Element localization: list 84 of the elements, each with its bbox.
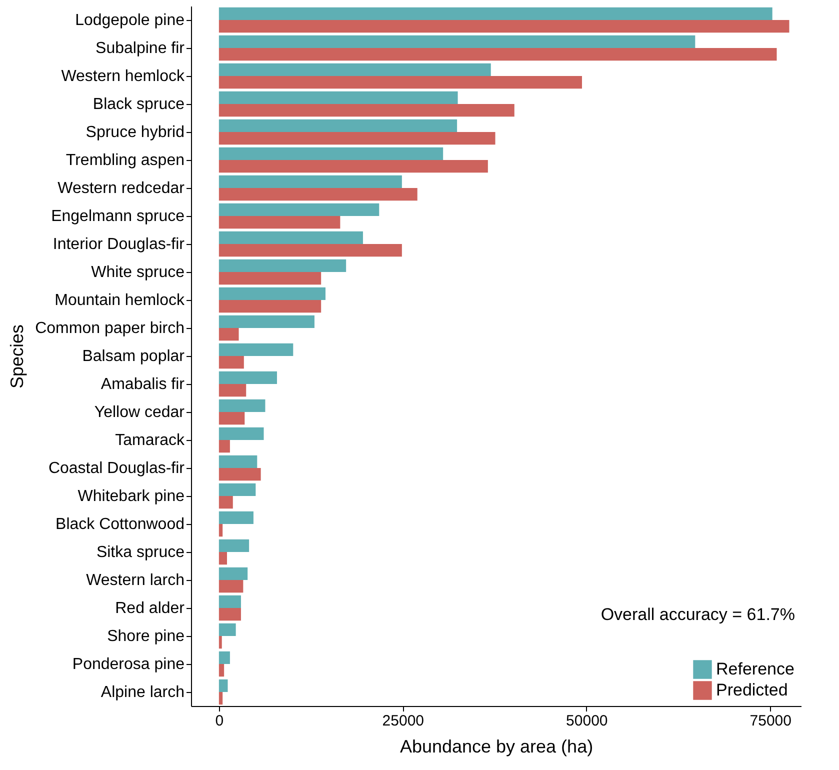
y-tick-label: Red alder — [115, 600, 186, 617]
annotation: Overall accuracy = 61.7% — [600, 605, 795, 624]
y-tick-label: Western hemlock — [61, 68, 186, 85]
bar — [218, 20, 790, 33]
y-tick-label: Black Cottonwood — [56, 516, 184, 533]
bar — [218, 567, 248, 580]
bar — [218, 147, 444, 160]
bar — [218, 119, 458, 132]
y-tick-label: Engelmann spruce — [51, 208, 185, 225]
y-tick-label: Interior Douglas-fir — [52, 236, 186, 253]
bar — [218, 244, 402, 257]
y-tick-label: Mountain hemlock — [54, 292, 186, 309]
bar — [218, 483, 256, 496]
bar — [218, 300, 322, 313]
y-tick-label: Black spruce — [92, 96, 185, 113]
bar — [218, 496, 233, 509]
y-tick-label: Common paper birch — [35, 320, 184, 337]
bar — [218, 455, 258, 468]
bar — [218, 91, 458, 104]
bar — [218, 651, 230, 664]
bar — [218, 664, 224, 677]
y-tick-label: Western larch — [86, 572, 184, 589]
bar — [218, 524, 223, 537]
bar — [218, 608, 241, 621]
y-tick-label: Alpine larch — [100, 684, 184, 701]
bar — [218, 468, 261, 481]
y-tick-label: Ponderosa pine — [72, 656, 185, 673]
bar — [218, 35, 696, 48]
x-tick-label: 0 — [215, 712, 224, 730]
bar — [218, 539, 250, 552]
x-tick-label: 50000 — [566, 712, 608, 730]
y-tick-label: Amabalis fir — [100, 376, 186, 393]
bar — [218, 104, 514, 117]
bar — [218, 287, 326, 300]
bar — [218, 427, 264, 440]
bar — [218, 412, 245, 425]
bar — [218, 328, 239, 341]
bar — [218, 175, 402, 188]
bar — [218, 76, 582, 89]
y-tick-label: Sitka spruce — [96, 544, 185, 561]
y-tick-label: Tamarack — [115, 432, 186, 449]
y-tick-label: Western redcedar — [58, 180, 186, 197]
y-axis-title: Species — [7, 324, 28, 389]
y-tick-label: Shore pine — [107, 628, 185, 645]
bar — [218, 636, 222, 649]
bar — [218, 371, 277, 384]
bar — [218, 259, 346, 272]
bar — [218, 231, 363, 244]
bar — [218, 203, 380, 216]
legend-label: Reference — [716, 660, 794, 678]
bar — [218, 272, 322, 285]
bar — [218, 48, 777, 61]
bar — [218, 384, 246, 397]
y-tick-label: Coastal Douglas-fir — [48, 460, 186, 477]
x-axis-title: Abundance by area (ha) — [400, 736, 594, 756]
bar — [218, 511, 254, 524]
y-tick-label: Spruce hybrid — [86, 124, 184, 141]
bar — [218, 7, 772, 20]
bar — [218, 692, 223, 705]
bar — [218, 343, 294, 356]
y-tick-label: Lodgepole pine — [75, 12, 185, 29]
bar — [218, 160, 488, 173]
y-tick-label: Trembling aspen — [66, 152, 184, 169]
y-tick-label: Yellow cedar — [94, 404, 186, 421]
bar — [218, 580, 244, 593]
x-tick-label: 25000 — [382, 712, 424, 730]
bar — [218, 356, 244, 369]
bar — [218, 63, 491, 76]
legend-label: Predicted — [716, 680, 788, 700]
bar — [218, 132, 496, 145]
bar — [218, 216, 340, 229]
y-tick-label: Whitebark pine — [78, 488, 185, 505]
y-tick-label: Subalpine fir — [96, 40, 186, 57]
x-tick-label: 75000 — [750, 712, 792, 730]
bar — [218, 315, 314, 328]
y-tick-label: White spruce — [91, 264, 185, 281]
bar — [218, 440, 230, 453]
bar — [218, 595, 241, 608]
bar — [218, 623, 236, 636]
y-tick-label: Balsam poplar — [82, 348, 186, 365]
bar — [218, 399, 266, 412]
bar — [218, 679, 228, 692]
bar — [218, 552, 228, 565]
bar — [218, 188, 418, 201]
